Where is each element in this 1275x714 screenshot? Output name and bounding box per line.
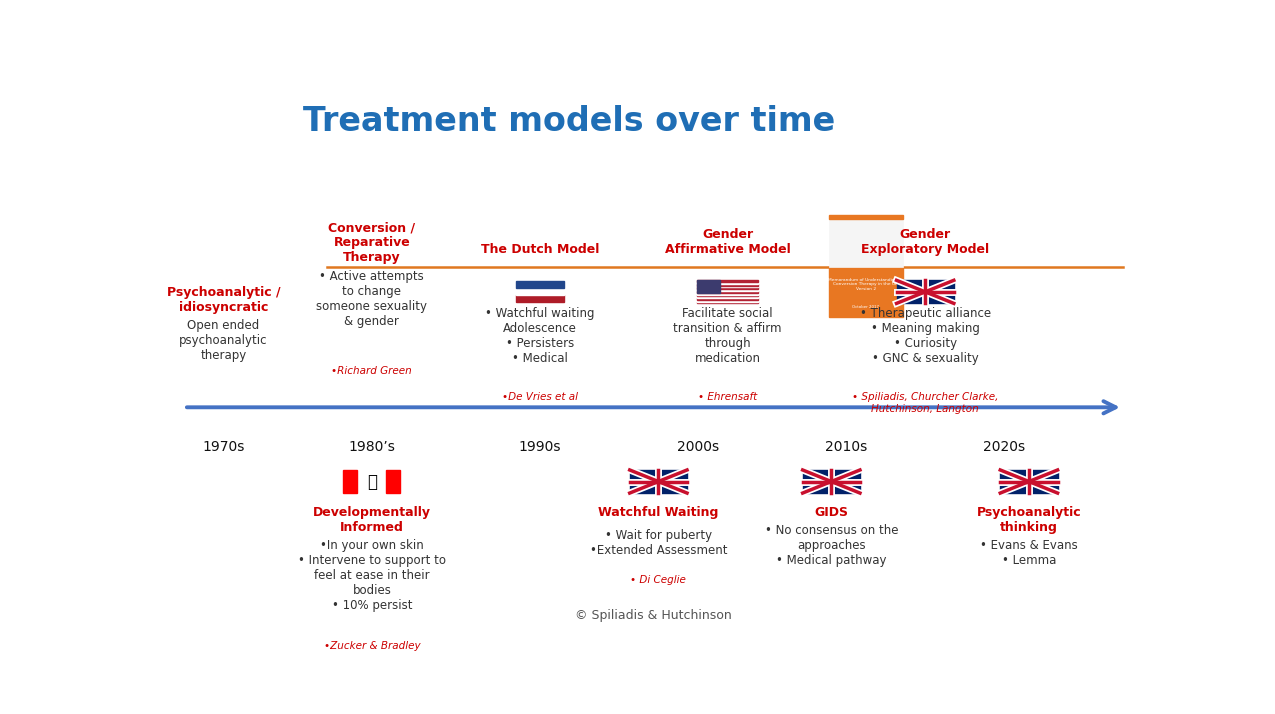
Text: 1970s: 1970s (203, 441, 245, 454)
Text: Watchful Waiting: Watchful Waiting (598, 506, 719, 519)
Text: GIDS: GIDS (815, 506, 848, 519)
Bar (386, 470, 400, 493)
Text: •Richard Green: •Richard Green (332, 366, 412, 376)
Text: Gender
Exploratory Model: Gender Exploratory Model (861, 228, 989, 256)
Bar (697, 281, 720, 293)
Bar (697, 291, 759, 293)
Text: • Active attempts
to change
someone sexuality
& gender: • Active attempts to change someone sexu… (316, 270, 427, 328)
Text: 2020s: 2020s (983, 441, 1025, 454)
Text: 1990s: 1990s (519, 441, 561, 454)
Text: Psychoanalytic
thinking: Psychoanalytic thinking (977, 506, 1081, 534)
Text: Psychoanalytic /
idiosyncratic: Psychoanalytic / idiosyncratic (167, 286, 280, 314)
Text: Memorandum of Understanding on
Conversion Therapy in the UK
Version 2: Memorandum of Understanding on Conversio… (827, 278, 904, 291)
Text: 1980’s: 1980’s (348, 441, 395, 454)
Bar (516, 296, 564, 302)
Bar (697, 289, 759, 291)
Bar (343, 470, 357, 493)
Text: October 2017: October 2017 (853, 305, 880, 308)
Bar (697, 293, 759, 294)
Text: Treatment models over time: Treatment models over time (303, 105, 835, 138)
Text: • Evans & Evans
• Lemma: • Evans & Evans • Lemma (980, 539, 1077, 567)
Bar (697, 286, 759, 288)
Text: The Dutch Model: The Dutch Model (481, 243, 599, 256)
Text: Conversion /
Reparative
Therapy: Conversion / Reparative Therapy (328, 221, 416, 264)
Bar (343, 470, 400, 493)
Bar (516, 288, 564, 296)
Bar (697, 300, 759, 301)
Bar (697, 296, 759, 298)
Text: 2000s: 2000s (677, 441, 719, 454)
Text: • No consensus on the
approaches
• Medical pathway: • No consensus on the approaches • Medic… (765, 524, 898, 567)
Bar (829, 215, 903, 267)
Text: Gender
Affirmative Model: Gender Affirmative Model (664, 228, 790, 256)
Bar (697, 288, 759, 289)
Text: Developmentally
Informed: Developmentally Informed (312, 506, 431, 534)
Bar (697, 281, 759, 282)
Bar (803, 470, 859, 493)
Bar (829, 267, 903, 316)
Bar (516, 281, 564, 288)
Text: 2010s: 2010s (825, 441, 867, 454)
Bar (697, 294, 759, 296)
Text: •In your own skin
• Intervene to support to
feel at ease in their
bodies
• 10% p: •In your own skin • Intervene to support… (298, 539, 446, 612)
Bar (630, 470, 687, 493)
Text: 🍁: 🍁 (367, 473, 377, 491)
Bar (697, 298, 759, 300)
Text: • Ehrensaft: • Ehrensaft (697, 393, 757, 403)
Text: • Di Ceglie: • Di Ceglie (630, 575, 686, 585)
Bar (697, 282, 759, 284)
Bar (1001, 470, 1057, 493)
Bar (697, 284, 759, 286)
Text: Facilitate social
transition & affirm
through
medication: Facilitate social transition & affirm th… (673, 307, 782, 366)
Text: • Therapeutic alliance
• Meaning making
• Curiosity
• GNC & sexuality: • Therapeutic alliance • Meaning making … (859, 307, 991, 366)
Text: •Zucker & Bradley: •Zucker & Bradley (324, 641, 421, 651)
Text: •De Vries et al: •De Vries et al (502, 393, 578, 403)
Text: • Wait for puberty
•Extended Assessment: • Wait for puberty •Extended Assessment (589, 529, 727, 558)
Text: • Spiliadis, Churcher Clarke,
Hutchinson, Langton: • Spiliadis, Churcher Clarke, Hutchinson… (852, 393, 998, 414)
Bar (896, 281, 954, 303)
Text: • Watchful waiting
Adolescence
• Persisters
• Medical: • Watchful waiting Adolescence • Persist… (484, 307, 594, 366)
Text: Open ended
psychoanalytic
therapy: Open ended psychoanalytic therapy (180, 319, 268, 362)
Bar (829, 215, 903, 219)
Text: © Spiliadis & Hutchinson: © Spiliadis & Hutchinson (575, 609, 732, 622)
Bar (697, 301, 759, 303)
